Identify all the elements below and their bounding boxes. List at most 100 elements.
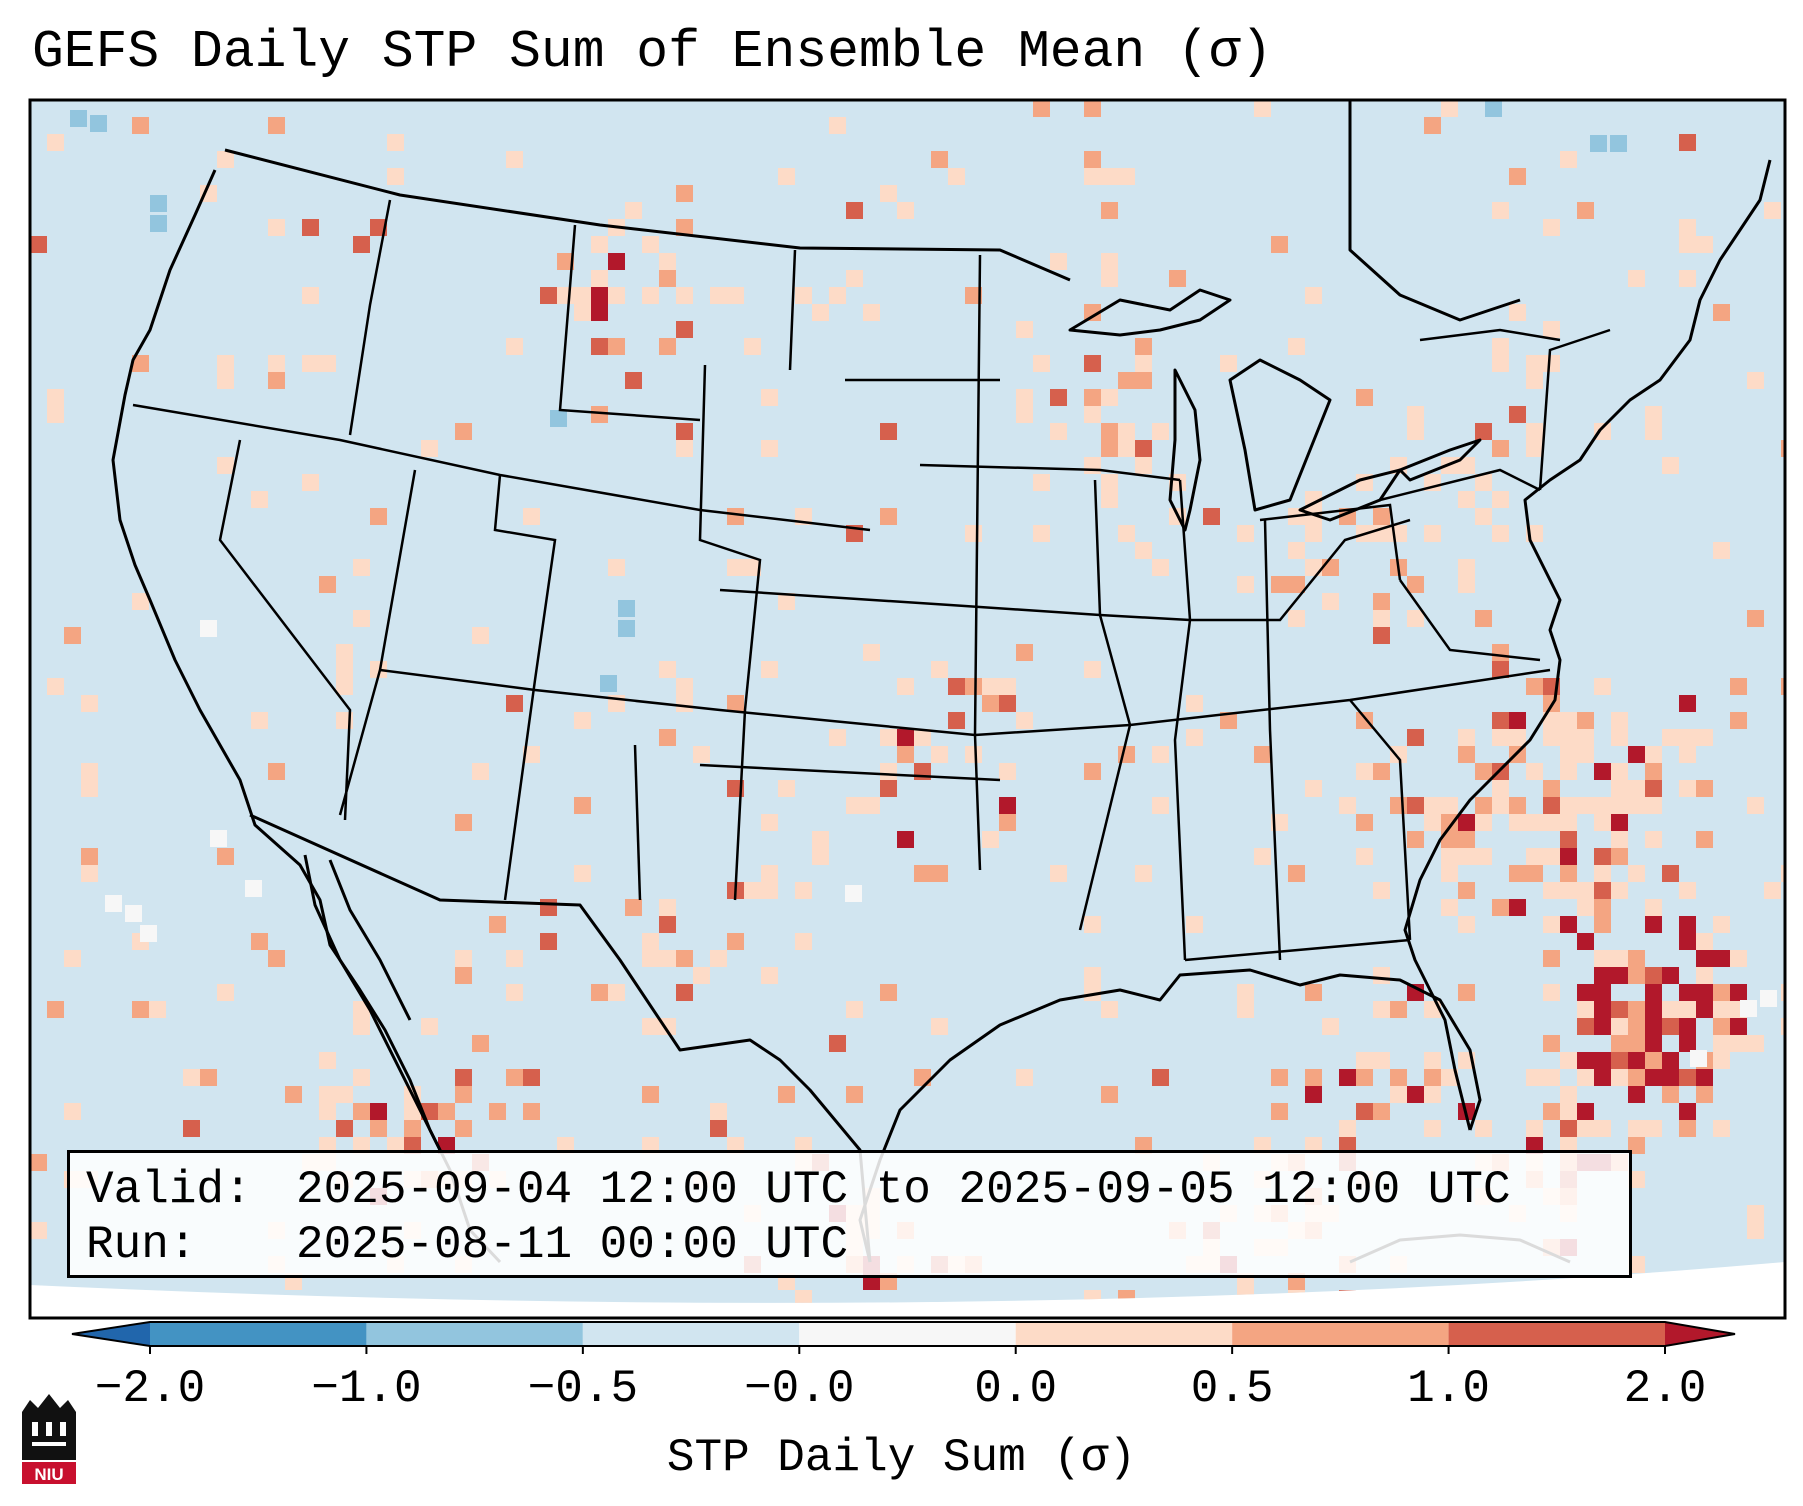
anomaly-cell [727,559,744,576]
anomaly-cell [1492,729,1509,746]
niu-logo-text: NIU [34,1465,63,1484]
colorbar-tick-label: 2.0 [1624,1363,1707,1415]
anomaly-cell [1764,882,1781,899]
anomaly-cell [778,168,795,185]
anomaly-cell [1475,423,1492,440]
anomaly-cell [1135,865,1152,882]
anomaly-cell [642,1086,659,1103]
anomaly-cell [336,1086,353,1103]
anomaly-cell [1356,763,1373,780]
anomaly-cell [268,372,285,389]
anomaly-cell [1101,1086,1118,1103]
anomaly-cell [1594,678,1611,695]
anomaly-cell [64,950,81,967]
anomaly-cell [812,848,829,865]
anomaly-cell [642,287,659,304]
anomaly-cell [1594,797,1611,814]
anomaly-cell [1407,610,1424,627]
anomaly-cell [81,865,98,882]
colorbar-extend-high [1665,1322,1735,1346]
anomaly-cell [1590,135,1607,152]
anomaly-cell [1101,168,1118,185]
anomaly-cell [370,1103,387,1120]
anomaly-cell [1560,848,1577,865]
anomaly-cell [1594,984,1611,1001]
anomaly-cell [1760,990,1777,1007]
anomaly-cell [149,1001,166,1018]
anomaly-cell [1696,729,1713,746]
anomaly-cell [1611,712,1628,729]
anomaly-cell [251,712,268,729]
colorbar-segment [150,1322,366,1346]
anomaly-cell [1526,355,1543,372]
colorbar-segment [1016,1322,1232,1346]
anomaly-cell [1713,916,1730,933]
anomaly-cell [1577,882,1594,899]
anomaly-cell [1662,865,1679,882]
anomaly-cell [81,695,98,712]
anomaly-cell [1645,899,1662,916]
anomaly-cell [1305,287,1322,304]
anomaly-cell [1373,627,1390,644]
anomaly-cell [1611,1069,1628,1086]
anomaly-cell [1492,491,1509,508]
anomaly-cell [1577,984,1594,1001]
anomaly-cell [1764,202,1781,219]
anomaly-cell [506,984,523,1001]
anomaly-cell [557,287,574,304]
anomaly-cell [1084,967,1101,984]
anomaly-cell [676,287,693,304]
anomaly-cell [353,236,370,253]
anomaly-cell [1560,916,1577,933]
anomaly-cell [268,763,285,780]
anomaly-cell [1594,1120,1611,1137]
colorbar-label: STP Daily Sum (σ) [0,1432,1803,1484]
anomaly-cell [608,287,625,304]
anomaly-cell [1509,406,1526,423]
anomaly-cell [1645,780,1662,797]
anomaly-cell [1373,593,1390,610]
anomaly-cell [659,916,676,933]
anomaly-cell [795,933,812,950]
anomaly-cell [1424,814,1441,831]
anomaly-cell [1560,1103,1577,1120]
anomaly-cell [676,185,693,202]
anomaly-cell [81,763,98,780]
anomaly-cell [1339,1069,1356,1086]
anomaly-cell [64,1103,81,1120]
anomaly-cell [693,746,710,763]
anomaly-cell [1390,1069,1407,1086]
anomaly-cell [1611,1001,1628,1018]
anomaly-cell [676,695,693,712]
anomaly-cell [472,627,489,644]
anomaly-cell [591,304,608,321]
anomaly-cell [47,1001,64,1018]
anomaly-cell [1084,406,1101,423]
anomaly-cell [1526,848,1543,865]
anomaly-cell [1577,1103,1594,1120]
anomaly-cell [1543,916,1560,933]
anomaly-cell [1441,100,1458,117]
anomaly-cell [64,627,81,644]
anomaly-cell [1271,1069,1288,1086]
anomaly-cell [1288,610,1305,627]
colorbar-segment [583,1322,799,1346]
anomaly-cell [47,389,64,406]
valid-value: 2025-09-04 12:00 UTC to 2025-09-05 12:00… [296,1163,1511,1218]
anomaly-cell [846,1086,863,1103]
anomaly-cell [1356,1069,1373,1086]
anomaly-cell [353,1069,370,1086]
anomaly-cell [1662,1052,1679,1069]
anomaly-cell [795,882,812,899]
anomaly-cell [1747,1222,1764,1239]
anomaly-cell [812,831,829,848]
anomaly-cell [1203,508,1220,525]
anomaly-cell [1458,984,1475,1001]
anomaly-cell [1458,831,1475,848]
anomaly-cell [846,1001,863,1018]
anomaly-cell [1679,882,1696,899]
anomaly-cell [1662,1086,1679,1103]
anomaly-cell [1577,1001,1594,1018]
anomaly-cell [1611,1018,1628,1035]
anomaly-cell [1492,797,1509,814]
